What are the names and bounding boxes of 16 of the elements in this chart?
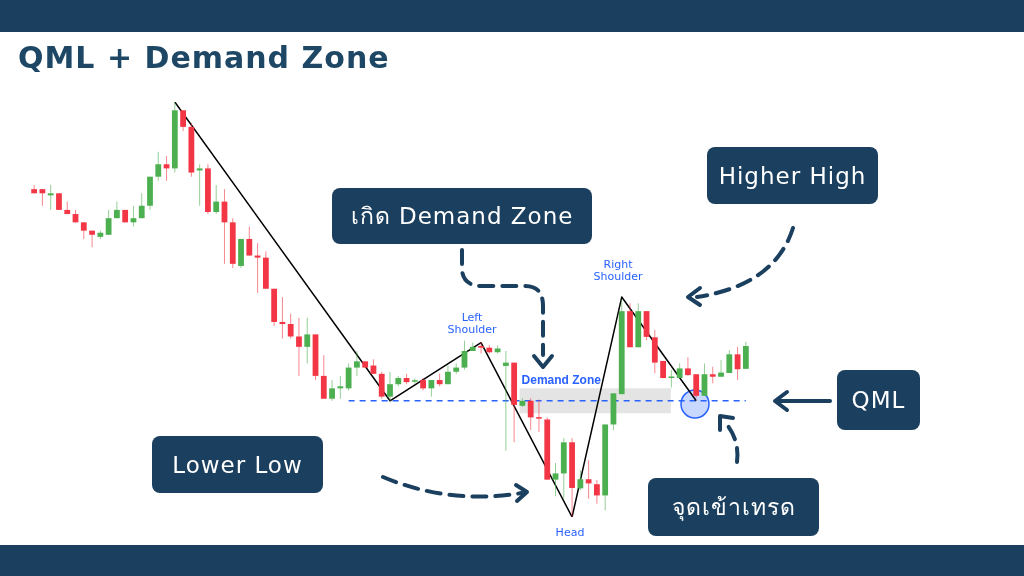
annotation: เกิด Demand Zone (332, 188, 592, 244)
candlestick (668, 369, 675, 389)
candlestick (114, 201, 120, 219)
text: QML (837, 370, 920, 430)
annotation: Right Shoulder (592, 258, 644, 285)
candlestick (478, 341, 484, 354)
band-label: Demand Zone (521, 372, 602, 387)
annotation: Lower Low (152, 436, 323, 493)
candlestick (718, 359, 724, 378)
annotation: Left Shoulder (446, 311, 498, 338)
candlestick (89, 230, 95, 248)
annotation: จุดเข้าเทรด (648, 478, 819, 536)
candlestick (31, 184, 38, 194)
text: Head (554, 526, 586, 541)
chart-title: QML + Demand Zone (18, 40, 390, 75)
annotation: Higher High (707, 147, 878, 204)
